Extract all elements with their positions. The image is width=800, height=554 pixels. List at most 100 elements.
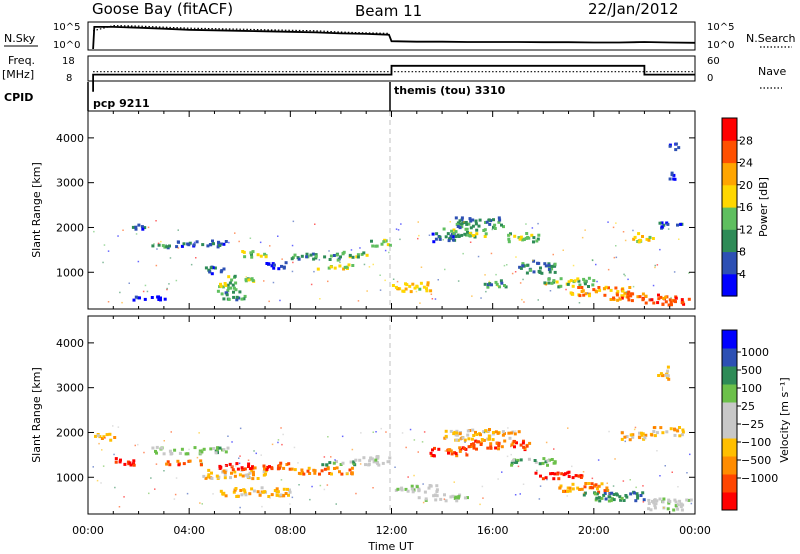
velocity-cell [119,458,122,462]
power-cell [547,268,551,271]
velocity-cell [578,488,582,491]
velocity-speckle [280,479,283,481]
velocity-speckle [309,498,311,501]
velocity-cell [507,431,511,435]
power-cell [450,229,454,233]
power-speckle [379,274,381,276]
velocity-cell [233,488,237,492]
power-speckle [496,285,499,288]
power-speckle [379,289,382,291]
velocity-cell [598,499,602,503]
velocity-colorbar-swatch [722,348,737,367]
velocity-cell [496,431,500,435]
velocity-cell [589,486,593,489]
velocity-cell [435,484,439,488]
power-cell [426,283,430,287]
power-cell [530,233,534,237]
velocity-cell [653,426,657,429]
power-cell [475,232,479,236]
power-cell [356,253,360,257]
velocity-cell [200,450,204,454]
power-cell [391,284,395,287]
velocity-cell [275,493,279,497]
velocity-xtick-label: 08:00 [274,524,306,537]
power-cell [311,252,315,256]
power-cell [648,235,652,239]
power-speckle [357,300,360,302]
power-speckle [117,235,119,237]
power-cell [666,222,670,226]
velocity-cell [629,433,633,437]
velocity-cell [631,435,635,439]
power-cell [466,231,469,234]
power-cell [493,227,497,230]
power-cell [469,219,473,223]
velocity-cell [513,432,517,436]
velocity-speckle [114,486,116,489]
power-cell [553,270,557,274]
velocity-cell [519,443,523,447]
power-cell [641,297,645,301]
power-cell [374,244,378,248]
power-speckle [591,259,594,262]
velocity-cell [546,463,549,467]
power-cell [672,173,676,177]
power-speckle [417,237,419,240]
noise-series-nsky [92,25,696,50]
velocity-cell [676,507,680,511]
power-cell [222,267,226,271]
velocity-cell [467,437,471,441]
velocity-cell [527,457,531,461]
power-speckle [155,264,158,267]
power-cell [668,144,672,148]
power-cell [426,281,430,285]
power-cell [471,234,475,238]
power-cell [607,286,610,290]
velocity-cell [293,468,297,472]
power-cell [587,285,590,288]
power-cell [636,295,640,299]
power-speckle [281,258,283,260]
velocity-speckle [360,432,362,434]
power-speckle [654,266,656,269]
power-cell [524,236,528,240]
power-cell [159,296,162,300]
velocity-cell [609,499,613,503]
velocity-cell [218,446,222,450]
power-speckle [142,290,145,293]
velocity-cell [278,466,282,470]
velocity-speckle [260,454,262,456]
power-colorbar-swatch [722,140,737,164]
velocity-cell [444,429,448,433]
velocity-cell [482,430,486,434]
velocity-cell [132,459,136,463]
velocity-cell [689,498,693,502]
velocity-speckle [514,430,517,432]
power-speckle [415,290,418,293]
velocity-cell [455,454,459,458]
power-cell [435,232,439,236]
velocity-cell [199,459,203,463]
power-cell [422,285,426,289]
power-speckle [678,238,680,240]
power-cell [559,284,563,288]
power-cell [580,286,584,289]
power-colorbar-swatch [722,118,737,141]
power-cell [297,257,301,261]
power-cell [609,298,613,301]
power-cell [474,222,478,226]
velocity-cell [653,506,657,510]
velocity-cell [564,489,568,493]
velocity-speckle [539,485,542,487]
velocity-cell [639,431,643,435]
velocity-cell [100,437,104,440]
power-speckle [107,250,110,252]
velocity-speckle [271,443,274,446]
power-cell [195,240,199,244]
power-cell [448,237,451,241]
power-cell [234,288,238,292]
velocity-cell [288,488,291,492]
power-cell [408,284,412,288]
velocity-cell [318,472,321,476]
velocity-cell [579,476,583,479]
